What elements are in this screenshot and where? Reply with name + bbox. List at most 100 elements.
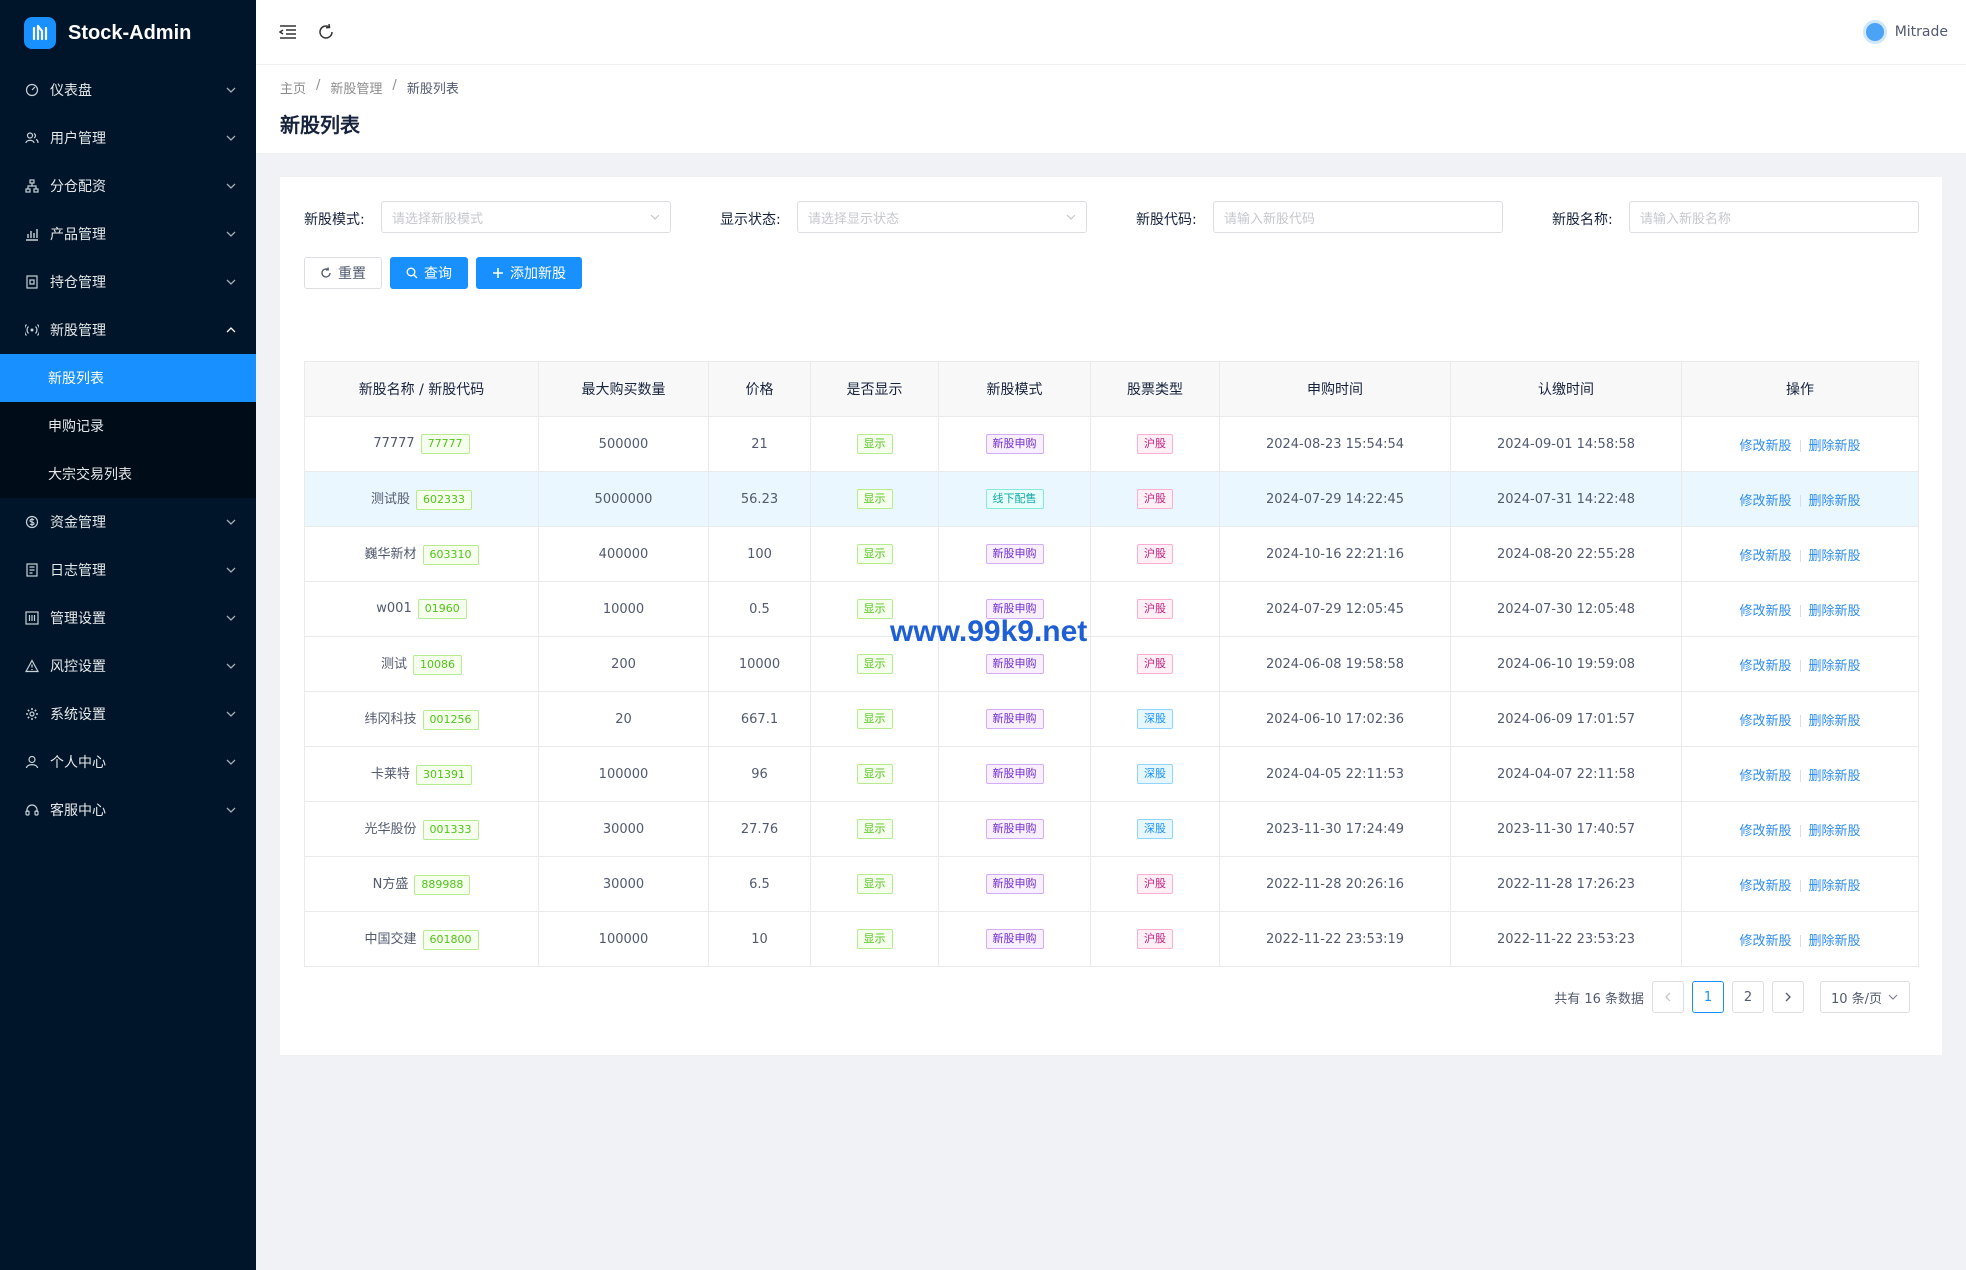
edit-stock-link[interactable]: 修改新股 [1739,548,1792,564]
type-cell: 沪股 [1090,581,1220,637]
delete-stock-link[interactable]: 删除新股 [1808,713,1861,729]
action-cell: 修改新股 删除新股 [1681,801,1919,857]
show-cell: 显示 [810,416,939,472]
edit-stock-link[interactable]: 修改新股 [1739,933,1792,949]
status-select[interactable]: 请选择显示状态 [797,201,1087,233]
query-button[interactable]: 查询 [390,257,468,289]
sidebar-item-1[interactable]: 用户管理 [0,114,256,162]
side-menu: 仪表盘 用户管理 分仓配资 产品管理 持仓管理 新股管理 新股列表申购记录大宗交易列表资金管… [0,66,256,834]
chevron-down-icon [226,663,236,669]
delete-stock-link[interactable]: 删除新股 [1808,823,1861,839]
page-2-button[interactable]: 2 [1732,981,1764,1013]
prev-page-button[interactable] [1652,981,1684,1013]
show-tag: 显示 [856,599,893,619]
action-cell: 修改新股 删除新股 [1681,581,1919,637]
edit-stock-link[interactable]: 修改新股 [1739,713,1792,729]
name-label: 新股名称: [1552,212,1613,228]
delete-stock-link[interactable]: 删除新股 [1808,878,1861,894]
breadcrumb-section[interactable]: 新股管理 [330,82,383,97]
action-cell: 修改新股 删除新股 [1681,911,1919,967]
sidebar-item-7[interactable]: 日志管理 [0,546,256,594]
mode-cell: 新股申购 [938,856,1091,912]
sidebar-item-11[interactable]: 个人中心 [0,738,256,786]
show-tag: 显示 [856,489,893,509]
sidebar-item-9[interactable]: 风控设置 [0,642,256,690]
reset-button[interactable]: 重置 [304,257,382,289]
show-tag: 显示 [856,929,893,949]
price-cell: 27.76 [708,801,811,857]
sub-item-1[interactable]: 申购记录 [48,419,104,435]
stock-code-tag: 602333 [416,490,472,510]
edit-stock-link[interactable]: 修改新股 [1739,878,1792,894]
name-cell: N方盛 889988 [304,856,539,912]
price-cell: 6.5 [708,856,811,912]
edit-stock-link[interactable]: 修改新股 [1739,768,1792,784]
sub-item-0[interactable]: 新股列表 [0,354,256,402]
show-cell: 显示 [810,801,939,857]
name-input[interactable]: 请输入新股名称 [1629,201,1919,233]
stock-name: 卡莱特 [370,767,410,782]
action-cell: 修改新股 删除新股 [1681,416,1919,472]
query-label: 查询 [424,266,452,282]
edit-stock-link[interactable]: 修改新股 [1739,823,1792,839]
user-menu[interactable]: Mitrade [1862,20,1948,44]
sidebar-item-5[interactable]: 新股管理 [0,306,256,354]
delete-stock-link[interactable]: 删除新股 [1808,658,1861,674]
mode-tag: 新股申购 [985,709,1044,729]
price-cell: 10 [708,911,811,967]
delete-stock-link[interactable]: 删除新股 [1808,438,1861,454]
sidebar-item-12[interactable]: 客服中心 [0,786,256,834]
logo[interactable]: Stock-Admin [0,0,256,66]
sidebar-item-10[interactable]: 系统设置 [0,690,256,738]
table-header: 新股名称 / 新股代码 最大购买数量 价格 是否显示 新股模式 股票类型 申购时间 认缴时间操… [304,361,1919,417]
sidebar-item-2[interactable]: 分仓配资 [0,162,256,210]
edit-stock-link[interactable]: 修改新股 [1739,658,1792,674]
refresh-icon[interactable] [314,20,338,44]
action-cell: 修改新股 删除新股 [1681,856,1919,912]
breadcrumb-home[interactable]: 主页 [280,82,307,97]
next-page-button[interactable] [1772,981,1804,1013]
pay-time-cell: 2024-06-09 17:01:57 [1450,691,1682,747]
delete-stock-link[interactable]: 删除新股 [1808,493,1861,509]
delete-stock-link[interactable]: 删除新股 [1808,768,1861,784]
edit-stock-link[interactable]: 修改新股 [1739,493,1792,509]
name-placeholder: 请输入新股名称 [1640,211,1732,227]
plus-icon [493,268,503,278]
status-label: 显示状态: [720,212,781,228]
mode-tag: 新股申购 [985,764,1044,784]
mode-select[interactable]: 请选择新股模式 [381,201,671,233]
sidebar-item-4[interactable]: 持仓管理 [0,258,256,306]
edit-stock-link[interactable]: 修改新股 [1739,603,1792,619]
page-1-button[interactable]: 1 [1692,981,1724,1013]
sub-item-2[interactable]: 大宗交易列表 [48,467,132,483]
add-stock-button[interactable]: 添加新股 [476,257,582,289]
stock-code-tag: 301391 [416,765,472,785]
apply-time-cell: 2022-11-28 20:26:16 [1219,856,1451,912]
show-tag: 显示 [856,654,893,674]
chevron-down-icon [226,807,236,813]
column-header: 最大购买数量 [538,361,709,417]
name-cell: 纬冈科技 001256 [304,691,539,747]
sidebar-item-3[interactable]: 产品管理 [0,210,256,258]
show-cell: 显示 [810,471,939,527]
sidebar-item-6[interactable]: 资金管理 [0,498,256,546]
delete-stock-link[interactable]: 删除新股 [1808,603,1861,619]
price-cell: 667.1 [708,691,811,747]
price-cell: 56.23 [708,471,811,527]
edit-stock-link[interactable]: 修改新股 [1739,438,1792,454]
sidebar-item-0[interactable]: 仪表盘 [0,66,256,114]
pagination: 共有 16 条数据 1 2 10 条/页 [1554,981,1910,1013]
code-input[interactable]: 请输入新股代码 [1213,201,1503,233]
mode-tag: 线下配售 [985,489,1044,509]
delete-stock-link[interactable]: 删除新股 [1808,548,1861,564]
menu-fold-icon[interactable] [276,20,300,44]
sidebar-item-8[interactable]: 管理设置 [0,594,256,642]
delete-stock-link[interactable]: 删除新股 [1808,933,1861,949]
page-size-select[interactable]: 10 条/页 [1820,981,1910,1013]
top-header: Mitrade [256,0,1966,65]
show-cell: 显示 [810,636,939,692]
price-cell: 0.5 [708,581,811,637]
mode-cell: 新股申购 [938,691,1091,747]
stock-code-tag: 01960 [417,599,467,619]
price-cell: 21 [708,416,811,472]
